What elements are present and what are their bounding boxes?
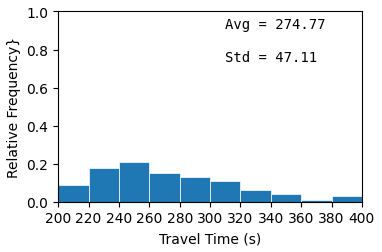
Bar bbox=[58, 185, 89, 202]
Bar bbox=[149, 174, 180, 202]
Bar bbox=[210, 181, 240, 202]
Bar bbox=[240, 191, 271, 202]
Bar bbox=[180, 177, 210, 202]
Y-axis label: Relative Frequency}: Relative Frequency} bbox=[7, 37, 21, 177]
Text: Avg = 274.77

Std = 47.11: Avg = 274.77 Std = 47.11 bbox=[225, 18, 326, 64]
Bar bbox=[119, 162, 149, 202]
Bar bbox=[301, 200, 332, 202]
Bar bbox=[332, 196, 362, 202]
Bar bbox=[89, 168, 119, 202]
Bar bbox=[271, 194, 301, 202]
X-axis label: Travel Time (s): Travel Time (s) bbox=[159, 231, 261, 245]
